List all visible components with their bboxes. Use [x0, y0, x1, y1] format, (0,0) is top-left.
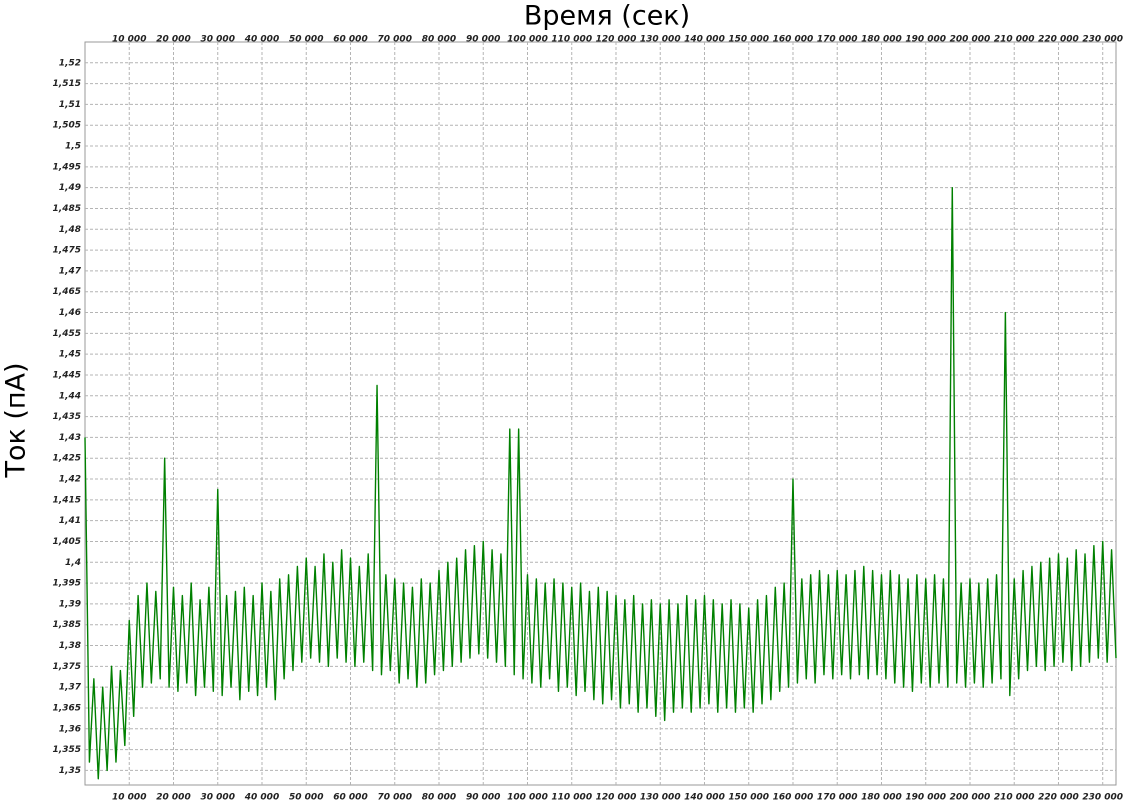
- y-tick-label: 1,52: [59, 58, 81, 68]
- chart-title: Время (сек): [524, 1, 690, 32]
- y-tick-label: 1,415: [53, 495, 81, 505]
- x-tick-label-bottom: 80 000: [422, 793, 456, 803]
- x-tick-label-top: 10 000: [112, 35, 146, 45]
- x-tick-label-top: 130 000: [640, 35, 681, 45]
- y-tick-label: 1,36: [59, 724, 81, 734]
- x-tick-label-bottom: 100 000: [507, 793, 548, 803]
- x-tick-label-top: 20 000: [156, 35, 190, 45]
- x-tick-label-bottom: 120 000: [596, 793, 637, 803]
- x-tick-label-top: 160 000: [773, 35, 814, 45]
- x-tick-label-bottom: 10 000: [112, 793, 146, 803]
- x-tick-label-bottom: 50 000: [289, 793, 323, 803]
- x-tick-label-top: 90 000: [466, 35, 500, 45]
- x-tick-label-top: 170 000: [817, 35, 858, 45]
- x-tick-label-bottom: 140 000: [684, 793, 725, 803]
- y-tick-label: 1,465: [53, 287, 81, 297]
- y-tick-label: 1,4: [65, 558, 81, 568]
- x-tick-label-top: 120 000: [596, 35, 637, 45]
- x-tick-label-bottom: 190 000: [905, 793, 946, 803]
- x-tick-label-top: 190 000: [905, 35, 946, 45]
- y-tick-label: 1,39: [59, 599, 81, 609]
- y-tick-label: 1,48: [59, 225, 81, 235]
- y-tick-label: 1,45: [59, 350, 81, 360]
- y-tick-label: 1,43: [59, 433, 81, 443]
- x-tick-label-top: 180 000: [861, 35, 902, 45]
- x-tick-label-top: 110 000: [551, 35, 592, 45]
- y-tick-label: 1,435: [53, 412, 81, 422]
- y-tick-label: 1,51: [59, 100, 81, 110]
- x-tick-label-top: 140 000: [684, 35, 725, 45]
- x-tick-label-top: 30 000: [201, 35, 235, 45]
- y-tick-label: 1,375: [53, 662, 81, 672]
- x-tick-label-top: 100 000: [507, 35, 548, 45]
- y-tick-label: 1,385: [53, 620, 81, 630]
- x-tick-label-top: 210 000: [994, 35, 1035, 45]
- y-tick-label: 1,445: [53, 370, 81, 380]
- x-tick-label-bottom: 200 000: [950, 793, 991, 803]
- y-tick-label: 1,515: [53, 79, 81, 89]
- x-tick-label-top: 50 000: [289, 35, 323, 45]
- x-tick-label-bottom: 70 000: [378, 793, 412, 803]
- x-tick-label-bottom: 160 000: [773, 793, 814, 803]
- x-tick-label-top: 220 000: [1038, 35, 1079, 45]
- y-tick-label: 1,47: [59, 266, 82, 276]
- y-tick-label: 1,455: [53, 329, 81, 339]
- y-tick-label: 1,38: [59, 641, 81, 651]
- x-tick-label-bottom: 40 000: [244, 793, 279, 803]
- x-tick-label-bottom: 210 000: [994, 793, 1035, 803]
- x-tick-label-top: 40 000: [244, 35, 279, 45]
- y-tick-label: 1,41: [59, 516, 81, 526]
- y-tick-label: 1,365: [53, 703, 81, 713]
- x-tick-label-top: 60 000: [333, 35, 367, 45]
- x-tick-label-bottom: 90 000: [466, 793, 500, 803]
- x-tick-label-bottom: 170 000: [817, 793, 858, 803]
- x-tick-label-bottom: 150 000: [728, 793, 769, 803]
- x-tick-label-bottom: 110 000: [551, 793, 592, 803]
- x-tick-label-top: 200 000: [950, 35, 991, 45]
- x-tick-label-bottom: 130 000: [640, 793, 681, 803]
- y-axis-label: Ток (пА): [1, 362, 32, 478]
- y-tick-label: 1,44: [59, 391, 81, 401]
- y-tick-label: 1,5: [65, 142, 81, 152]
- x-tick-label-bottom: 220 000: [1038, 793, 1079, 803]
- y-tick-label: 1,485: [53, 204, 81, 214]
- x-tick-label-top: 230 000: [1082, 35, 1123, 45]
- data-line: [84, 186, 1117, 780]
- y-tick-label: 1,35: [59, 766, 81, 776]
- x-tick-label-top: 70 000: [378, 35, 412, 45]
- x-tick-label-bottom: 180 000: [861, 793, 902, 803]
- x-tick-label-top: 150 000: [728, 35, 769, 45]
- y-tick-label: 1,395: [53, 579, 81, 589]
- plot-area: [84, 41, 1117, 786]
- x-tick-label-bottom: 230 000: [1082, 793, 1123, 803]
- x-tick-label-top: 80 000: [422, 35, 456, 45]
- x-tick-label-bottom: 60 000: [333, 793, 367, 803]
- y-tick-label: 1,425: [53, 454, 81, 464]
- y-tick-label: 1,46: [59, 308, 81, 318]
- y-tick-label: 1,355: [53, 745, 81, 755]
- x-tick-label-bottom: 20 000: [156, 793, 190, 803]
- y-tick-label: 1,37: [59, 683, 82, 693]
- y-tick-label: 1,495: [53, 162, 81, 172]
- y-tick-label: 1,42: [59, 475, 81, 485]
- y-tick-label: 1,49: [59, 183, 81, 193]
- y-tick-label: 1,405: [53, 537, 81, 547]
- y-tick-label: 1,505: [53, 121, 81, 131]
- y-tick-label: 1,475: [53, 246, 81, 256]
- x-tick-label-bottom: 30 000: [201, 793, 235, 803]
